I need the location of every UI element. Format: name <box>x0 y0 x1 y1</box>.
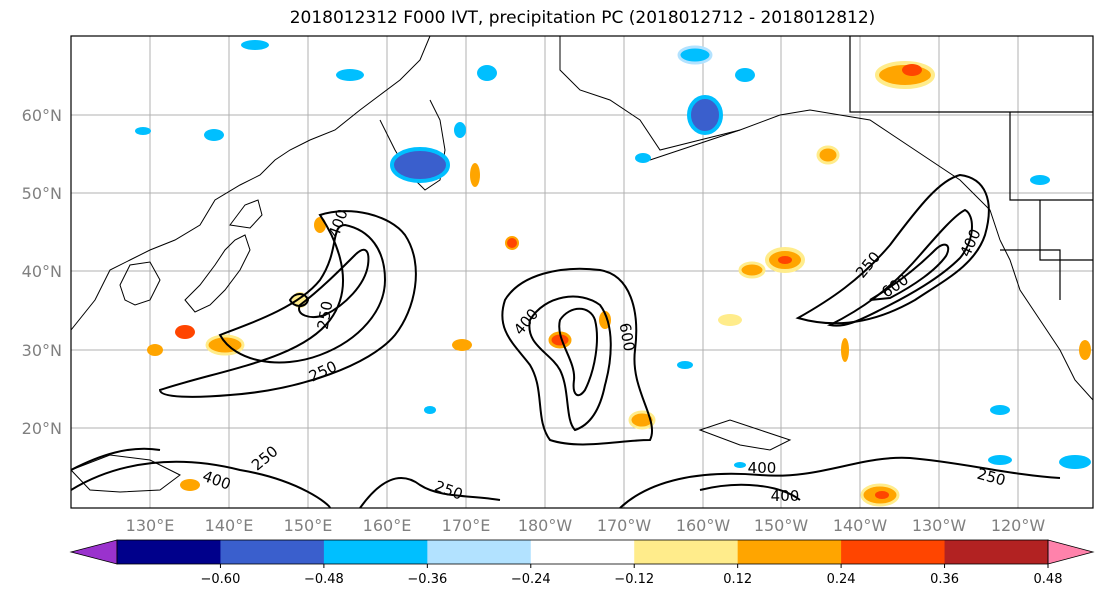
colorbar-segment <box>634 540 739 564</box>
lon-label: 140°W <box>833 516 888 535</box>
lon-label: 180°W <box>518 516 573 535</box>
lon-label: 150°W <box>754 516 809 535</box>
lon-label: 130°W <box>912 516 967 535</box>
colorbar-segment <box>220 540 325 564</box>
lat-label: 30°N <box>22 341 62 360</box>
colorbar-tick-label: 0.24 <box>827 572 856 587</box>
map-title: 2018012312 F000 IVT, precipitation PC (2… <box>289 8 876 28</box>
contour-label: 250 <box>314 299 337 330</box>
lon-label: 120°W <box>991 516 1046 535</box>
map-frame <box>70 35 1094 509</box>
lon-label: 150°E <box>284 516 333 535</box>
colorbar-tick-label: −0.24 <box>511 572 551 587</box>
colorbar-segment <box>69 539 118 565</box>
colorbar-segment <box>427 540 532 564</box>
lat-label: 60°N <box>22 106 62 125</box>
lon-label: 170°W <box>597 516 652 535</box>
colorbar-tick-label: 0.48 <box>1034 572 1063 587</box>
map-area <box>71 36 1093 508</box>
contour-label: 400 <box>771 487 800 505</box>
lon-label: 160°E <box>363 516 412 535</box>
colorbar-segment <box>841 540 946 564</box>
lon-label: 140°E <box>205 516 254 535</box>
colorbar-segment <box>117 540 221 564</box>
lon-label: 170°E <box>442 516 491 535</box>
colorbar-segment <box>737 540 842 564</box>
ivt-contours <box>71 173 1061 508</box>
contour-label: 600 <box>616 321 639 352</box>
colorbar-tick-label: 0.36 <box>930 572 959 587</box>
latitude-labels: 60°N 50°N 40°N 30°N 20°N <box>22 106 62 438</box>
colorbar-tick-labels: −0.60 −0.48 −0.36 −0.24 −0.12 0.12 0.24 0.36 0.4… <box>201 564 1063 587</box>
lon-label: 130°E <box>126 516 175 535</box>
colorbar-segment <box>530 540 635 564</box>
colorbar <box>69 539 1095 565</box>
lat-label: 20°N <box>22 419 62 438</box>
colorbar-tick-label: 0.12 <box>723 572 752 587</box>
colorbar-tick-label: −0.60 <box>201 572 241 587</box>
colorbar-tick-label: −0.48 <box>304 572 344 587</box>
colorbar-tick-label: −0.36 <box>407 572 447 587</box>
colorbar-segment <box>944 540 1049 564</box>
colorbar-segment <box>1047 539 1095 565</box>
colorbar-outline <box>116 539 1049 565</box>
lon-label: 160°W <box>676 516 731 535</box>
colorbar-tick-label: −0.12 <box>614 572 654 587</box>
longitude-labels: 130°E 140°E 150°E 160°E 170°E 180°W 170°W 160°W… <box>126 516 1046 535</box>
contour-label: 400 <box>748 459 777 477</box>
borders <box>849 36 1093 300</box>
colorbar-segment <box>323 540 428 564</box>
lat-label: 40°N <box>22 262 62 281</box>
lat-label: 50°N <box>22 184 62 203</box>
